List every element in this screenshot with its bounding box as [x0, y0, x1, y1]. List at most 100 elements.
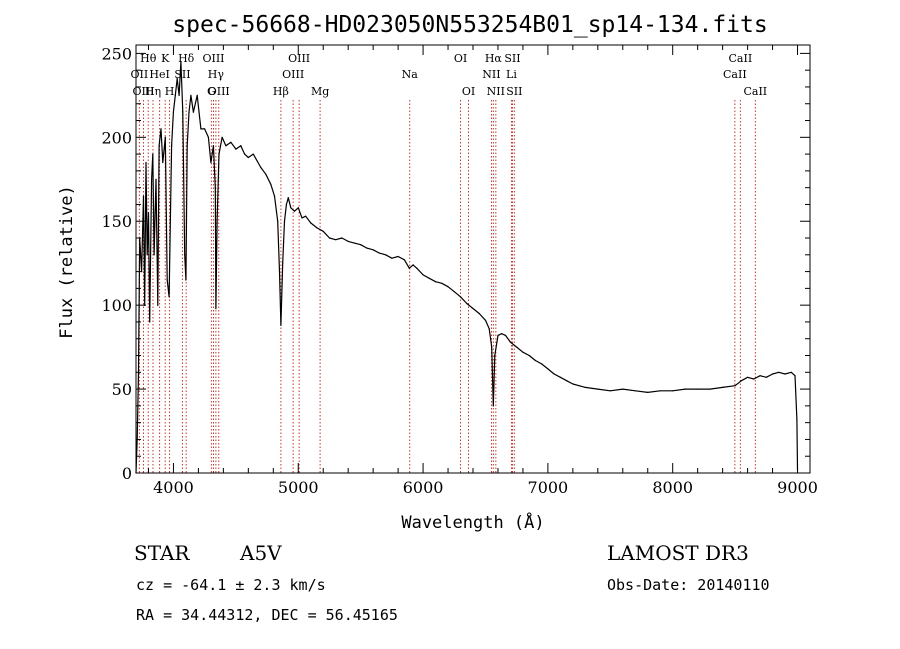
- spectrum-data-point: [488, 328, 490, 330]
- spectrum-data-point: [287, 197, 289, 199]
- spectrum-data-point: [412, 264, 414, 266]
- spectral-line-label: HeI: [149, 68, 169, 81]
- spectral-line-label: CaII: [743, 85, 767, 98]
- spectrum-data-point: [765, 376, 767, 378]
- spectral-line-label: Li: [506, 68, 517, 81]
- spectrum-data-point: [478, 312, 480, 315]
- spectrum-data-point: [784, 373, 786, 375]
- spectrum-data-point: [322, 230, 324, 232]
- spectrum-line-series-0: [135, 61, 799, 474]
- spectrum-data-point: [218, 153, 220, 155]
- spectrum-data-point: [328, 237, 331, 239]
- axis-tick-labels: 4000 5000 6000 7000 8000 9000 0 50 100 150 200 250: [101, 44, 817, 497]
- spectrum-data-point: [466, 302, 468, 305]
- spectral-line-label: SII: [174, 68, 190, 81]
- spectral-line-label: K: [161, 52, 170, 65]
- spectrum-data-point: [215, 307, 217, 310]
- spectral-line-label: Hγ: [208, 68, 225, 81]
- spectral-line-label: G: [207, 85, 216, 98]
- spectrum-data-point: [740, 380, 743, 382]
- spectrum-data-point: [491, 346, 493, 348]
- spectrum-data-point: [214, 187, 216, 189]
- spectrum-data-point: [559, 376, 562, 378]
- spectrum-data-point: [366, 247, 368, 249]
- spectrum-data-point: [301, 217, 303, 219]
- spectrum-data-point: [192, 111, 194, 113]
- spectrum-data-point: [225, 145, 227, 147]
- spectrum-data-point: [522, 351, 524, 353]
- spectrum-data-point: [316, 227, 318, 229]
- spectral-line-label: NII: [482, 68, 500, 81]
- spectrum-data-point: [184, 254, 186, 256]
- spectrum-data-point: [796, 418, 798, 420]
- spectrum-data-point: [753, 378, 755, 380]
- spectrum-data-point: [459, 296, 462, 298]
- spectrum-data-point: [597, 388, 599, 390]
- spectrum-data-point: [622, 388, 624, 390]
- spectrum-data-point: [174, 94, 176, 96]
- spectrum-data-point: [180, 61, 182, 63]
- spectrum-data-point: [541, 363, 543, 365]
- spectrum-data-point: [190, 94, 192, 96]
- spectral-line-label: NII: [487, 85, 505, 98]
- spectrum-data-point: [153, 254, 155, 256]
- spectrum-data-point: [196, 94, 198, 96]
- x-axis-title: Wavelength (Å): [401, 511, 544, 533]
- spectrum-data-point: [397, 255, 399, 258]
- spectrum-data-point: [494, 354, 496, 357]
- spectrum-data-point: [147, 212, 150, 214]
- spectrum-data-point: [270, 183, 272, 185]
- spectral-line-label: Mg: [311, 85, 329, 98]
- spectrum-data-point: [584, 386, 586, 388]
- spectrum-data-point: [747, 376, 749, 378]
- spectrum-data-point: [273, 195, 276, 197]
- spectrum-data-point: [210, 161, 212, 164]
- redshift-velocity: cz = -64.1 ± 2.3 km/s: [136, 576, 326, 594]
- spectrum-data-point: [609, 390, 611, 392]
- y-tick-label: 0: [122, 464, 132, 483]
- spectrum-data-point: [484, 319, 487, 321]
- spectrum-data-point: [547, 368, 549, 370]
- spectrum-data-point: [778, 371, 780, 373]
- spectrum-data-point: [160, 128, 162, 130]
- spectrum-data-point: [221, 136, 223, 138]
- spectral-line-label: OIII: [208, 85, 230, 98]
- spectrum-data-point: [566, 380, 568, 382]
- spectrum-data-point: [447, 286, 449, 288]
- spectrum-data-point: [428, 277, 430, 279]
- spectral-line-label: SII: [506, 85, 522, 98]
- spectrum-data-point: [422, 274, 424, 276]
- chart-title: spec-56668-HD023050N553254B01_sp14-134.f…: [172, 12, 767, 38]
- spectrum-data-point: [353, 242, 355, 244]
- spectrum-data-point: [528, 354, 530, 357]
- spectrum-data-point: [722, 386, 724, 388]
- spectrum-data-point: [659, 390, 661, 392]
- spectrum-data-point: [178, 94, 180, 96]
- spectrum-series: [135, 61, 799, 474]
- spectrum-data-point: [310, 222, 312, 224]
- spectrum-data-point: [341, 237, 343, 239]
- spectrum-data-point: [151, 178, 153, 180]
- spectrum-data-point: [734, 385, 736, 387]
- x-tick-label: 6000: [403, 478, 444, 497]
- spectrum-data-point: [186, 145, 188, 147]
- spectrum-data-point: [378, 252, 380, 254]
- spectrum-data-point: [472, 307, 474, 310]
- spectrum-data-point: [155, 178, 157, 180]
- spectrum-data-point: [697, 388, 699, 390]
- spectrum-data-point: [672, 390, 674, 392]
- spectrum-data-point: [283, 220, 286, 222]
- spectrum-data-point: [188, 111, 190, 113]
- spectrum-data-point: [634, 390, 636, 392]
- spectrum-data-point: [335, 239, 337, 241]
- spectral-line-label: Hθ: [140, 52, 157, 65]
- y-tick-label: 150: [101, 212, 132, 231]
- spectrum-data-point: [403, 259, 405, 261]
- spectrum-data-point: [235, 148, 237, 150]
- spectrum-data-point: [360, 244, 362, 246]
- spectral-line-label: Hδ: [178, 52, 195, 65]
- spectral-line-label: OIII: [202, 52, 224, 65]
- spectrum-data-point: [391, 257, 393, 259]
- spectrum-data-point: [164, 136, 166, 138]
- spectrum-data-point: [168, 296, 170, 298]
